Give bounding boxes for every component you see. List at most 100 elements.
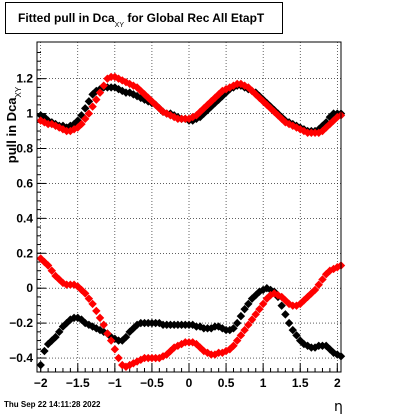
- data-point: [247, 86, 257, 96]
- data-point: [36, 360, 45, 370]
- data-point: [229, 341, 238, 351]
- data-point: [121, 332, 131, 342]
- data-point: [55, 327, 64, 337]
- data-point: [258, 299, 268, 309]
- x-axis-label: η: [334, 399, 343, 414]
- data-point: [114, 74, 123, 83]
- data-point: [144, 93, 153, 103]
- data-point: [92, 86, 101, 96]
- data-point: [184, 114, 194, 124]
- y-tick-label: 0: [26, 281, 33, 295]
- data-point: [281, 310, 290, 319]
- data-point: [132, 320, 142, 330]
- data-point: [247, 315, 257, 324]
- data-point: [95, 313, 105, 323]
- data-point: [118, 76, 127, 85]
- data-point: [192, 111, 201, 120]
- title-main: Fitted pull in Dca: [18, 11, 115, 25]
- data-point: [73, 123, 82, 132]
- grid-lines: [37, 42, 341, 372]
- y-tick-label: 0.4: [16, 211, 33, 225]
- y-axis-label-subscript: XY: [14, 86, 23, 97]
- data-point: [132, 91, 142, 101]
- y-tick-label: 1: [26, 107, 33, 121]
- x-tick-label: 2: [334, 376, 341, 390]
- data-point: [221, 84, 231, 94]
- data-point: [214, 95, 223, 104]
- series-2: [36, 72, 346, 371]
- data-point: [244, 320, 253, 330]
- data-point: [195, 112, 205, 122]
- data-point: [36, 111, 45, 120]
- y-tick-label: 0.8: [16, 142, 33, 156]
- data-point: [277, 114, 286, 124]
- data-point: [314, 280, 323, 289]
- data-point: [255, 304, 264, 314]
- data-point: [88, 102, 97, 111]
- data-point: [288, 325, 298, 335]
- axis-ticks: [37, 51, 338, 372]
- y-axis-label-main: pull in Dca: [4, 97, 19, 164]
- data-point: [229, 324, 238, 333]
- y-tick-label: 0.6: [16, 176, 33, 190]
- data-point: [151, 100, 160, 110]
- data-point: [114, 84, 123, 94]
- x-tick-label: −2: [34, 376, 48, 390]
- x-tick-label: 1: [260, 376, 267, 390]
- data-point: [251, 310, 260, 319]
- data-point: [84, 97, 94, 106]
- data-point: [125, 88, 134, 97]
- data-point: [99, 81, 108, 90]
- data-point: [80, 104, 90, 113]
- data-point: [40, 118, 49, 127]
- data-point: [80, 289, 90, 298]
- data-point: [318, 275, 327, 284]
- x-tick-label: 0: [186, 376, 193, 390]
- data-point: [40, 346, 49, 356]
- data-point: [66, 126, 75, 136]
- data-point: [51, 332, 60, 342]
- axis-tick-labels: −2 −1.5 −1 −0.5 0 0.5 1 1.5 2 −0.4 −0.2 0 0.2 0.4 0.6 0…: [9, 72, 341, 390]
- x-tick-label: 1.5: [292, 376, 309, 390]
- x-tick-label: −1: [108, 376, 122, 390]
- data-point: [266, 104, 275, 113]
- data-point: [195, 107, 205, 117]
- chart-title: Fitted pull in DcaXY for Global Rec All …: [18, 11, 264, 29]
- data-point: [318, 126, 327, 136]
- data-point: [58, 322, 68, 331]
- data-point: [88, 299, 97, 309]
- data-point: [284, 318, 294, 328]
- data-point: [236, 331, 246, 340]
- data-point: [244, 83, 253, 92]
- data-point: [114, 353, 123, 363]
- data-point: [136, 86, 146, 96]
- data-point: [225, 325, 234, 335]
- title-box: Fitted pull in DcaXY for Global Rec All …: [5, 2, 283, 34]
- data-point: [95, 88, 105, 97]
- data-point: [277, 301, 286, 310]
- data-point: [236, 79, 246, 89]
- x-tick-label: −0.5: [140, 376, 164, 390]
- data-point: [69, 125, 79, 134]
- x-tick-label: −1.5: [66, 376, 90, 390]
- data-point: [118, 86, 127, 96]
- data-series: [36, 72, 346, 371]
- data-point: [92, 306, 101, 316]
- y-tick-label: 1.2: [16, 72, 33, 86]
- data-point: [244, 299, 253, 309]
- y-tick-label: 0.2: [16, 246, 33, 260]
- data-point: [80, 114, 90, 124]
- data-point: [84, 294, 94, 303]
- data-point: [84, 109, 94, 118]
- data-point: [77, 119, 86, 129]
- y-tick-label: −0.2: [9, 316, 33, 330]
- data-point: [73, 116, 82, 125]
- data-point: [92, 95, 101, 104]
- footer-date: Thu Sep 22 14:11:28 2022: [4, 400, 101, 409]
- data-point: [43, 261, 53, 270]
- data-point: [47, 266, 57, 275]
- data-point: [66, 121, 75, 131]
- data-point: [225, 83, 234, 92]
- data-point: [240, 325, 249, 335]
